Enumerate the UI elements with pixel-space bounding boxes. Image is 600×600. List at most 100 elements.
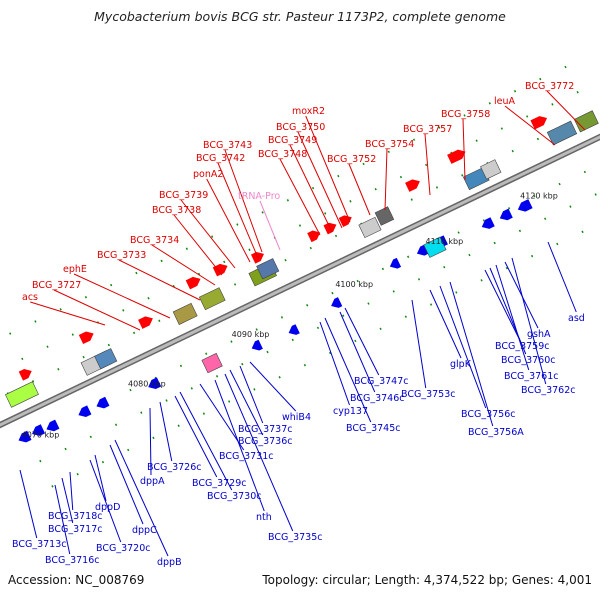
gene-label-forward[interactable]: BCG_3754 xyxy=(365,139,414,150)
gene-label-reverse[interactable]: BCG_3713c xyxy=(12,539,67,550)
reverse-gene-arrow[interactable] xyxy=(480,217,495,231)
guide-dash xyxy=(185,247,188,250)
gene-label-reverse[interactable]: BCG_3756c xyxy=(461,409,516,420)
leader-line xyxy=(319,321,350,406)
forward-gene-arrow[interactable] xyxy=(405,177,422,192)
gene-label-reverse[interactable]: BCG_3731c xyxy=(219,451,274,462)
gene-label-reverse[interactable]: BCG_3761c xyxy=(504,371,559,382)
gene-label-reverse[interactable]: BCG_3726c xyxy=(147,462,202,473)
gene-label-reverse[interactable]: BCG_3753c xyxy=(401,389,456,400)
feature-box[interactable] xyxy=(256,258,280,280)
gene-label-reverse[interactable]: gshA xyxy=(527,329,551,340)
reverse-gene-arrow[interactable] xyxy=(30,424,46,438)
reverse-gene-arrow[interactable] xyxy=(516,199,533,214)
reverse-gene-arrow[interactable] xyxy=(329,297,343,310)
guide-dash xyxy=(278,376,281,379)
reverse-gene-arrow[interactable] xyxy=(44,419,60,434)
feature-box[interactable] xyxy=(94,348,118,370)
feature-box[interactable] xyxy=(546,120,578,146)
reverse-gene-arrow[interactable] xyxy=(146,377,162,391)
gene-label-forward[interactable]: moxR2 xyxy=(292,106,325,117)
feature-box[interactable] xyxy=(201,352,223,374)
gene-label-reverse[interactable]: BCG_3747c xyxy=(354,376,409,387)
gene-label-reverse[interactable]: BCG_3756A xyxy=(468,427,524,438)
forward-gene-arrow[interactable] xyxy=(250,249,266,264)
gene-label-forward[interactable]: BCG_3742 xyxy=(196,153,245,164)
gene-label-reverse[interactable]: BCG_3762c xyxy=(521,385,576,396)
gene-label-reverse[interactable]: BCG_3745c xyxy=(346,423,401,434)
gene-label-forward[interactable]: BCG_3749 xyxy=(268,135,317,146)
gene-label-forward[interactable]: BCG_3750 xyxy=(276,122,325,133)
guide-dash xyxy=(51,485,54,488)
reverse-gene-arrow[interactable] xyxy=(16,430,32,445)
gene-label-reverse[interactable]: BCG_3720c xyxy=(96,543,151,554)
forward-gene-arrow[interactable] xyxy=(18,366,34,381)
guide-dash xyxy=(228,400,231,403)
gene-label-forward[interactable]: ponA2 xyxy=(193,169,223,180)
leader-line xyxy=(224,373,294,532)
gene-label-forward[interactable]: BCG_3734 xyxy=(130,235,179,246)
gene-label-reverse[interactable]: BCG_3730c xyxy=(207,491,262,502)
gene-label-reverse[interactable]: BCG_3717c xyxy=(48,524,103,535)
reverse-gene-arrow[interactable] xyxy=(286,324,300,337)
gene-label-reverse[interactable]: BCG_3736c xyxy=(238,436,293,447)
reverse-gene-arrow[interactable] xyxy=(498,208,513,223)
guide-dash xyxy=(475,139,478,142)
reverse-gene-arrow[interactable] xyxy=(388,257,402,271)
forward-gene-arrow[interactable] xyxy=(78,329,96,345)
gene-label-reverse[interactable]: BCG_3746c xyxy=(350,393,405,404)
gene-label-forward[interactable]: BCG_3752 xyxy=(327,154,376,165)
gene-label-forward[interactable]: BCG_3748 xyxy=(258,149,307,160)
forward-gene-arrow[interactable] xyxy=(323,220,338,235)
gene-label-reverse[interactable]: dppA xyxy=(140,476,165,487)
gene-label-forward[interactable]: BCG_3743 xyxy=(203,140,252,151)
forward-gene-arrow[interactable] xyxy=(185,274,203,290)
gene-label-forward[interactable]: BCG_3739 xyxy=(159,190,208,201)
gene-label-reverse[interactable]: dppC xyxy=(132,525,157,536)
gene-label-forward[interactable]: BCG_3733 xyxy=(97,250,146,261)
gene-label-forward[interactable]: leuA xyxy=(494,96,516,107)
feature-box[interactable] xyxy=(198,287,226,311)
gene-label-forward[interactable]: BCG_3757 xyxy=(403,124,452,135)
gene-label-reverse[interactable]: dppD xyxy=(95,502,120,513)
reverse-gene-arrow[interactable] xyxy=(94,396,110,411)
gene-label-reverse[interactable]: glpK xyxy=(450,359,472,370)
forward-gene-arrow[interactable] xyxy=(447,147,468,164)
gene-label-forward[interactable]: BCG_3738 xyxy=(152,205,201,216)
guide-dash xyxy=(508,207,511,210)
feature-box[interactable] xyxy=(374,206,395,226)
guide-dash xyxy=(71,333,74,336)
guide-dash xyxy=(179,364,183,368)
feature-box[interactable] xyxy=(480,159,502,180)
gene-label-forward[interactable]: BCG_3758 xyxy=(441,109,490,120)
feature-box[interactable] xyxy=(5,381,39,408)
gene-label-reverse[interactable]: BCG_3737c xyxy=(238,424,293,435)
feature-box[interactable] xyxy=(423,236,447,258)
gene-label-reverse[interactable]: whiB4 xyxy=(282,412,311,423)
gene-label-forward[interactable]: ephE xyxy=(63,264,87,275)
gene-label-reverse[interactable]: BCG_3760c xyxy=(501,355,556,366)
gene-label-reverse[interactable]: nth xyxy=(256,512,272,523)
gene-label-reverse[interactable]: BCG_3718c xyxy=(48,511,103,522)
forward-gene-arrow[interactable] xyxy=(530,113,549,130)
gene-label-reverse[interactable]: BCG_3735c xyxy=(268,532,323,543)
gene-label-forward[interactable]: acs xyxy=(22,292,38,303)
forward-gene-arrow[interactable] xyxy=(307,228,322,243)
feature-box[interactable] xyxy=(172,302,198,325)
gene-label-reverse[interactable]: BCG_3716c xyxy=(45,555,100,566)
forward-gene-arrow[interactable] xyxy=(212,261,230,277)
guide-dash xyxy=(298,224,302,227)
gene-label-reverse[interactable]: asd xyxy=(568,313,585,324)
gene-label-reverse[interactable]: BCG_3729c xyxy=(192,478,247,489)
feature-box[interactable] xyxy=(358,216,382,239)
gene-label-forward[interactable]: tRNA-Pro xyxy=(238,191,280,202)
gene-label-reverse[interactable]: cyp137 xyxy=(333,406,368,417)
gene-label-forward[interactable]: BCG_3727 xyxy=(32,280,81,291)
forward-gene-arrow[interactable] xyxy=(138,314,155,329)
gene-label-reverse[interactable]: dppB xyxy=(157,557,182,568)
gene-label-forward[interactable]: BCG_3772 xyxy=(525,81,574,92)
reverse-gene-arrow[interactable] xyxy=(76,405,92,419)
reverse-gene-arrow[interactable] xyxy=(250,339,263,353)
feature-box[interactable] xyxy=(573,110,599,133)
